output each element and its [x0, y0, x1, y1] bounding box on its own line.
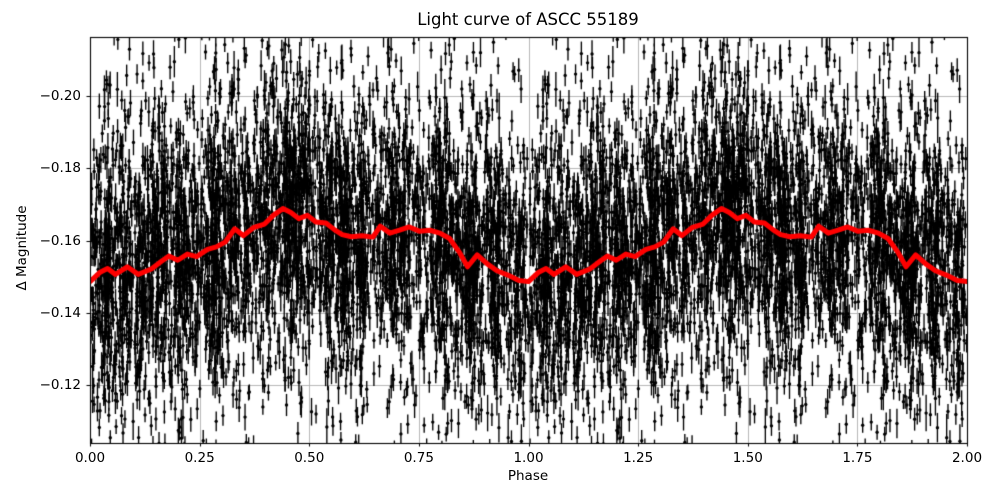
y-axis-label: Δ Magnitude — [14, 205, 30, 291]
x-tick-label: 0.75 — [403, 450, 434, 466]
x-tick-label: 0.50 — [294, 450, 325, 466]
y-tick-label: −0.14 — [39, 305, 81, 322]
x-tick-label: 0.25 — [184, 450, 215, 466]
y-tick-label: −0.18 — [39, 160, 81, 177]
chart-title: Light curve of ASCC 55189 — [417, 10, 639, 29]
x-tick-label: 1.25 — [623, 450, 654, 466]
x-tick-label: 0.00 — [74, 450, 106, 466]
x-tick-label: 1.00 — [513, 450, 544, 466]
y-tick-label: −0.20 — [39, 87, 81, 104]
x-tick-label: 2.00 — [951, 450, 983, 466]
x-tick-label: 1.75 — [842, 450, 873, 466]
y-tick-label: −0.16 — [39, 232, 81, 249]
x-axis-label: Phase — [507, 468, 549, 484]
y-tick-label: −0.12 — [39, 377, 81, 394]
x-tick-label: 1.50 — [732, 450, 763, 466]
